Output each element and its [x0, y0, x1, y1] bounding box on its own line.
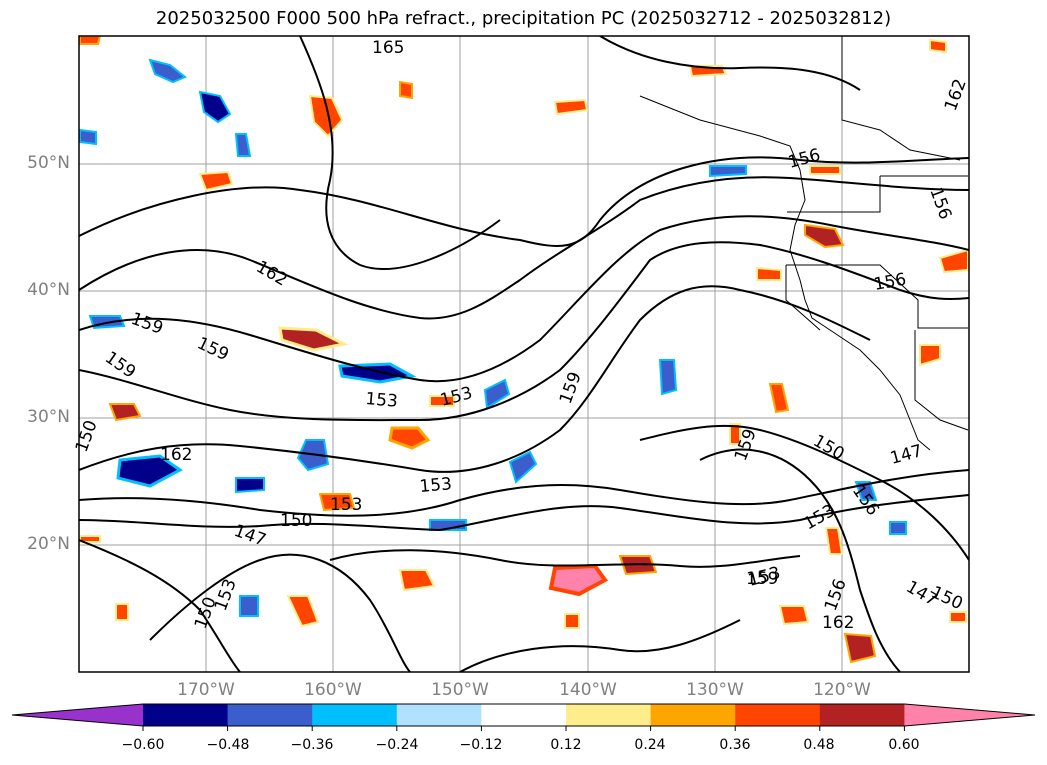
colorbar-tick-label: 0.48: [803, 737, 835, 753]
colorbar-segment: [312, 704, 398, 726]
lat-tick-label: 50°N: [27, 153, 70, 173]
colorbar-segment: [819, 704, 905, 726]
lon-tick-label: 130°W: [686, 680, 744, 700]
colorbar-segment: [650, 704, 736, 726]
colorbar-segment: [566, 704, 652, 726]
lon-tick-label: 160°W: [304, 680, 362, 700]
colorbar-extend-min: [12, 704, 143, 726]
lat-tick-label: 20°N: [27, 534, 70, 554]
colorbar-segment: [396, 704, 482, 726]
contour-label: 153: [365, 389, 399, 412]
colorbar-segment: [143, 704, 229, 726]
colorbar-tick-label: −0.12: [459, 737, 503, 753]
lat-tick-label: 30°N: [27, 407, 70, 427]
colorbar-tick-label: 0.36: [719, 737, 751, 753]
lon-tick-label: 140°W: [559, 680, 617, 700]
colorbar-tick-label: −0.48: [206, 737, 250, 753]
map-frame: [78, 35, 970, 673]
colorbar-tick-label: 0.12: [550, 737, 582, 753]
map-panel: 165 162 162 159 159 159 156 156 156 159 …: [72, 35, 971, 673]
colorbar-segment: [227, 704, 313, 726]
contour-label: 150: [280, 511, 312, 531]
contour-label: 153: [330, 495, 362, 515]
lon-tick-label: 170°W: [177, 680, 235, 700]
colorbar-extend-max: [904, 704, 1035, 726]
height-contours: [79, 36, 969, 672]
lon-tick-label: 150°W: [431, 680, 489, 700]
map-title: 2025032500 F000 500 hPa refract., precip…: [155, 8, 892, 29]
colorbar-tick-label: −0.60: [121, 737, 165, 753]
colorbar-tick-label: −0.36: [290, 737, 334, 753]
contour-label: 162: [822, 613, 854, 633]
contour-label: 165: [372, 38, 404, 58]
precip-shading: [79, 36, 969, 664]
contour-label: 153: [419, 474, 453, 497]
contour-label: 159: [746, 569, 778, 589]
colorbar-segment: [481, 704, 567, 726]
colorbar-tick-label: 0.60: [888, 737, 920, 753]
colorbar-tick-label: −0.24: [375, 737, 419, 753]
colorbar-tick-label: 0.24: [634, 737, 666, 753]
lon-tick-label: 120°W: [813, 680, 871, 700]
colorbar-segment: [735, 704, 821, 726]
contour-label: 162: [160, 445, 192, 465]
lat-tick-label: 40°N: [27, 280, 70, 300]
coastline: [639, 36, 969, 451]
